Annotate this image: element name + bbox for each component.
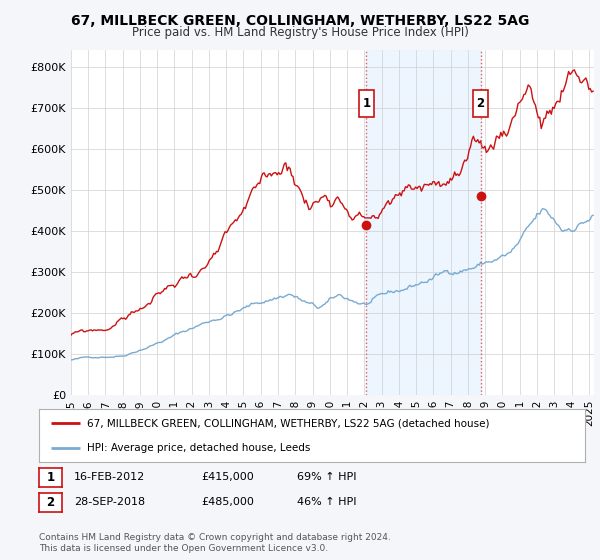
Text: 28-SEP-2018: 28-SEP-2018	[74, 497, 145, 507]
Text: 67, MILLBECK GREEN, COLLINGHAM, WETHERBY, LS22 5AG (detached house): 67, MILLBECK GREEN, COLLINGHAM, WETHERBY…	[87, 418, 490, 428]
Text: 1: 1	[46, 470, 55, 484]
Text: 16-FEB-2012: 16-FEB-2012	[74, 472, 145, 482]
Text: HPI: Average price, detached house, Leeds: HPI: Average price, detached house, Leed…	[87, 442, 310, 452]
Text: 67, MILLBECK GREEN, COLLINGHAM, WETHERBY, LS22 5AG: 67, MILLBECK GREEN, COLLINGHAM, WETHERBY…	[71, 14, 529, 28]
Text: £485,000: £485,000	[201, 497, 254, 507]
FancyBboxPatch shape	[473, 90, 488, 117]
Text: 1: 1	[362, 97, 370, 110]
Text: Contains HM Land Registry data © Crown copyright and database right 2024.
This d: Contains HM Land Registry data © Crown c…	[39, 533, 391, 553]
Bar	[367, 50, 481, 395]
Text: 69% ↑ HPI: 69% ↑ HPI	[297, 472, 356, 482]
FancyBboxPatch shape	[359, 90, 374, 117]
Text: 46% ↑ HPI: 46% ↑ HPI	[297, 497, 356, 507]
Text: £415,000: £415,000	[201, 472, 254, 482]
Text: 2: 2	[46, 496, 55, 509]
Text: Price paid vs. HM Land Registry's House Price Index (HPI): Price paid vs. HM Land Registry's House …	[131, 26, 469, 39]
Text: 2: 2	[476, 97, 485, 110]
